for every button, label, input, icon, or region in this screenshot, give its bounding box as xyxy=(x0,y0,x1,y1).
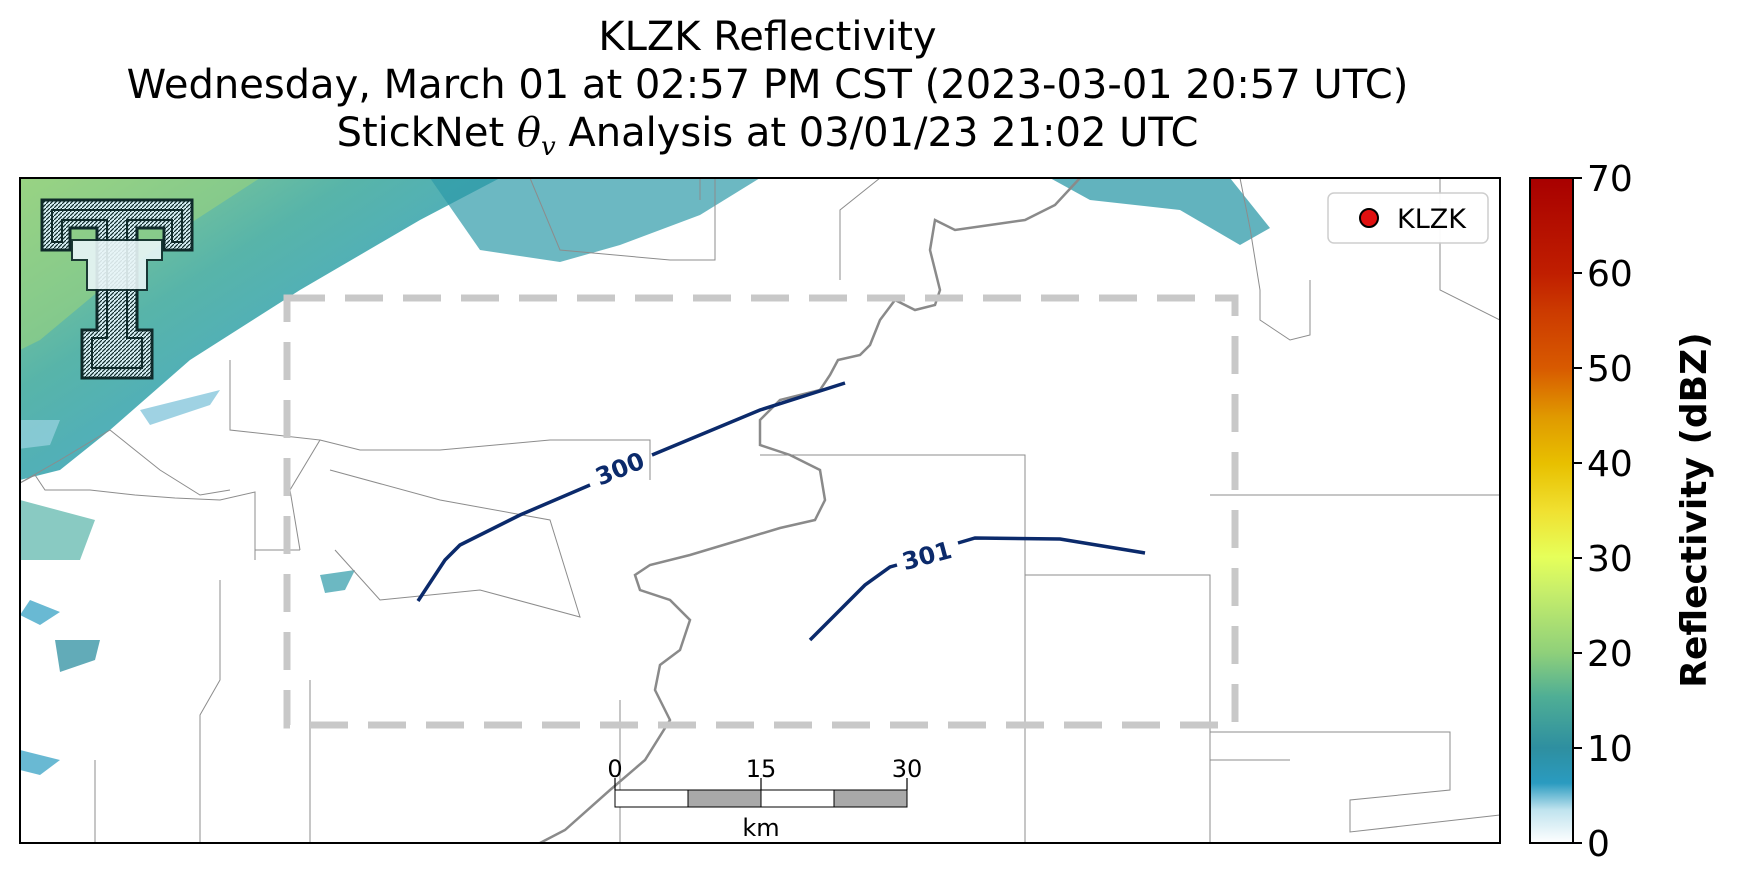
klzk-marker-icon xyxy=(1359,208,1379,228)
colorbar-tick-label: 30 xyxy=(1587,539,1633,580)
theta-symbol: θ xyxy=(516,110,541,156)
colorbar-label: Reflectivity (dBZ) xyxy=(1674,332,1715,687)
colorbar: 0 10 20 30 40 50 60 70 Reflectivity (dBZ) xyxy=(1529,159,1715,865)
legend-label: KLZK xyxy=(1397,204,1467,235)
colorbar-tick-label: 20 xyxy=(1587,634,1633,675)
colorbar-tick-label: 0 xyxy=(1587,824,1610,865)
river-line xyxy=(539,178,1081,843)
legend: KLZK xyxy=(1327,192,1489,244)
title-suffix: Analysis at 03/01/23 21:02 UTC xyxy=(555,110,1199,156)
colorbar-tick-label: 60 xyxy=(1587,254,1633,295)
scale-tick-0: 0 xyxy=(607,755,622,783)
title-line-1: KLZK Reflectivity xyxy=(598,14,937,60)
colorbar-tick-label: 70 xyxy=(1587,159,1633,200)
scale-unit: km xyxy=(742,814,779,842)
title-prefix: StickNet xyxy=(336,110,517,156)
scale-bar: 0 15 30 km xyxy=(607,755,922,842)
title-line-2: Wednesday, March 01 at 02:57 PM CST (202… xyxy=(126,62,1409,108)
map-panel: 300 301 0 15 30 km xyxy=(20,178,1500,843)
colorbar-tick-label: 50 xyxy=(1587,349,1633,390)
map-frame xyxy=(19,177,1501,844)
scale-tick-15: 15 xyxy=(746,755,777,783)
analysis-domain-box xyxy=(283,294,1239,729)
texas-tech-double-t-logo xyxy=(40,198,194,380)
scale-tick-30: 30 xyxy=(892,755,923,783)
colorbar-ticks: 0 10 20 30 40 50 60 70 xyxy=(1573,159,1633,865)
colorbar-tick-label: 40 xyxy=(1587,444,1633,485)
theta-subscript: v xyxy=(540,132,556,162)
county-boundaries xyxy=(20,178,1500,843)
colorbar-tick-label: 10 xyxy=(1587,729,1633,770)
title-line-3: StickNet θv Analysis at 03/01/23 21:02 U… xyxy=(0,110,1535,170)
colorbar-gradient xyxy=(1529,177,1574,844)
